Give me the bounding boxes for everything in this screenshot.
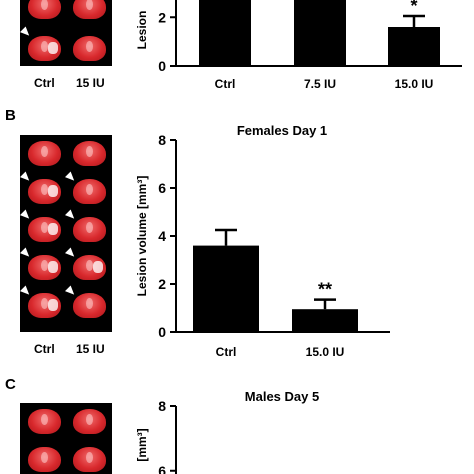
- y-tick-label: 6: [158, 180, 166, 196]
- panel-a: Ctrl 15 IU Lesion 0 2 Ctrl 7.5 IU * 15.0 IU: [0, 0, 474, 100]
- bar: [199, 0, 251, 66]
- panel-b: B Ctrl 15 IU Females Day 1 Lesion volume …: [0, 100, 474, 365]
- panel-letter: B: [5, 107, 16, 124]
- brain-slice: [73, 409, 106, 434]
- y-tick-label: 0: [158, 58, 166, 74]
- y-tick-label: 8: [158, 132, 166, 148]
- bar: [294, 0, 346, 66]
- brain-slice: [28, 217, 61, 242]
- bar-chart-a: Lesion 0 2 Ctrl 7.5 IU * 15.0 IU: [135, 0, 462, 91]
- y-tick-label: 2: [158, 9, 166, 25]
- x-tick-label: Ctrl: [215, 77, 236, 91]
- thumb-label-ctrl: Ctrl: [34, 76, 55, 90]
- chart-title: Males Day 5: [245, 389, 319, 404]
- brain-slice: [73, 255, 106, 280]
- y-tick-label: 6: [158, 463, 166, 474]
- brain-slice: [28, 0, 61, 19]
- brain-slice: [28, 293, 61, 318]
- chart-title: Females Day 1: [237, 123, 327, 138]
- bar-chart-c: Males Day 5 [mm³] 6 8: [135, 389, 319, 474]
- y-tick-label: 0: [158, 324, 166, 340]
- bar: [388, 27, 440, 66]
- y-axis-label: Lesion volume [mm³]: [135, 176, 149, 297]
- bar-chart-b: Females Day 1 Lesion volume [mm³] 0 2 4 6 8 Ctr…: [135, 123, 390, 359]
- brain-slice: [28, 141, 61, 166]
- brain-slice-thumbnails: [20, 403, 112, 474]
- brain-slice: [28, 409, 61, 434]
- y-tick-label: 8: [158, 398, 166, 414]
- y-tick-label: 2: [158, 276, 166, 292]
- x-tick-label: Ctrl: [216, 345, 237, 359]
- brain-slice: [73, 141, 106, 166]
- brain-slice: [73, 293, 106, 318]
- brain-slice-thumbnails: [20, 135, 112, 332]
- brain-slice: [73, 36, 106, 61]
- thumb-label-treated: 15 IU: [76, 76, 105, 90]
- brain-slice-thumbnails: [20, 0, 112, 66]
- y-axis-label: [mm³]: [135, 428, 149, 461]
- significance-marker: **: [318, 280, 332, 300]
- x-tick-label: 7.5 IU: [304, 77, 336, 91]
- y-tick-label: 4: [158, 228, 166, 244]
- y-axis-label: Lesion: [135, 11, 149, 50]
- panel-c: C Males Day 5 [mm³] 6 8: [0, 365, 474, 474]
- panel-letter: C: [5, 376, 16, 393]
- x-tick-label: 15.0 IU: [395, 77, 434, 91]
- brain-slice: [73, 217, 106, 242]
- bar: [292, 309, 358, 332]
- brain-slice: [73, 447, 106, 472]
- brain-slice: [28, 447, 61, 472]
- significance-marker: *: [410, 0, 417, 16]
- brain-slice: [73, 0, 106, 19]
- brain-slice: [28, 36, 61, 61]
- brain-slice: [73, 179, 106, 204]
- bar: [193, 245, 259, 332]
- brain-slice: [28, 255, 61, 280]
- brain-slice: [28, 179, 61, 204]
- x-tick-label: 15.0 IU: [306, 345, 345, 359]
- thumb-label-treated: 15 IU: [76, 342, 105, 356]
- thumb-label-ctrl: Ctrl: [34, 342, 55, 356]
